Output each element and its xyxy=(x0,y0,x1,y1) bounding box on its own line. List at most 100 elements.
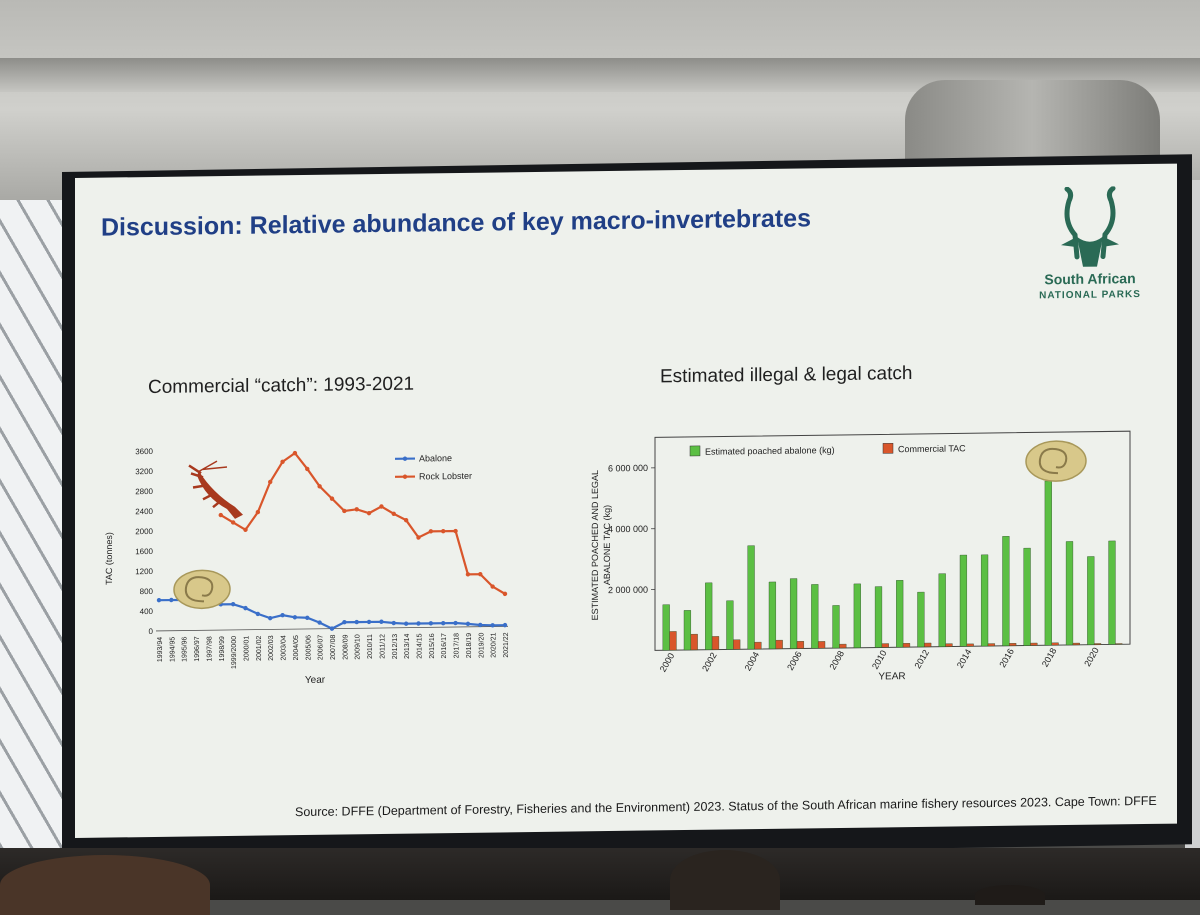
y-axis-label: TAC (tonnes) xyxy=(104,532,114,585)
poached-bar xyxy=(854,584,861,648)
poached-bar xyxy=(981,555,988,646)
x-tick-label: 2012/13 xyxy=(392,634,399,660)
commercial-tac-bar xyxy=(924,643,931,647)
poached-bar xyxy=(811,584,818,648)
poached-bar xyxy=(875,587,882,648)
poached-bar xyxy=(918,592,925,647)
x-tick-label: 2008 xyxy=(827,649,846,671)
x-tick-label: 1998/99 xyxy=(219,636,226,662)
y-axis-label: ESTIMATED POACHED AND LEGAL xyxy=(590,470,600,620)
commercial-tac-bar xyxy=(691,634,698,650)
x-tick-label: 2000 xyxy=(658,651,677,673)
x-tick-label: 2001/02 xyxy=(256,635,263,661)
y-tick-label: 1600 xyxy=(135,547,153,556)
right-chart-subtitle: Estimated illegal & legal catch xyxy=(660,363,912,388)
poached-bar xyxy=(684,610,691,650)
commercial-tac-bar xyxy=(712,636,719,649)
x-tick-label: 2014/15 xyxy=(417,633,424,659)
commercial-tac-bar xyxy=(967,644,974,646)
audience-head xyxy=(670,850,780,910)
data-point xyxy=(169,598,173,602)
x-tick-label: 2002/03 xyxy=(268,635,275,661)
x-tick-label: 2007/08 xyxy=(330,634,337,660)
x-tick-label: 2020 xyxy=(1082,646,1101,668)
x-axis-label: YEAR xyxy=(878,671,905,682)
commercial-tac-bar xyxy=(946,644,953,647)
data-point xyxy=(280,460,284,464)
commercial-tac-bar xyxy=(797,641,804,648)
x-tick-label: 2016 xyxy=(997,647,1016,669)
kudu-logo-icon xyxy=(1015,186,1165,272)
x-tick-label: 2012 xyxy=(912,648,931,670)
data-point xyxy=(157,598,161,602)
x-tick-label: 2000/01 xyxy=(244,636,251,662)
x-tick-label: 2019/20 xyxy=(478,633,485,659)
x-tick-label: 1994/95 xyxy=(169,637,176,663)
commercial-tac-bar xyxy=(882,644,889,648)
logo-name: South African xyxy=(1015,270,1165,288)
y-tick-label: 3600 xyxy=(135,447,153,456)
x-tick-label: 1995/96 xyxy=(182,636,189,662)
poached-bar xyxy=(748,546,755,650)
legend-swatch xyxy=(690,446,700,456)
abalone-shell-illustration-icon xyxy=(174,570,230,609)
data-point xyxy=(280,613,284,617)
data-point xyxy=(429,529,433,533)
data-point xyxy=(256,510,260,514)
commercial-tac-bar xyxy=(839,644,846,648)
data-point xyxy=(453,621,457,625)
x-tick-label: 2004/05 xyxy=(293,635,300,661)
y-axis-label-line-2: ABALONE TAC (kg) xyxy=(602,505,612,585)
poached-bar xyxy=(790,579,797,649)
x-tick-label: 2014 xyxy=(955,647,974,669)
y-tick-label: 2400 xyxy=(135,507,153,516)
abalone-shell-illustration-icon xyxy=(1026,441,1086,482)
poached-bar xyxy=(939,574,946,647)
commercial-tac-bar xyxy=(670,631,677,650)
x-tick-label: 2003/04 xyxy=(281,635,288,661)
data-point xyxy=(429,621,433,625)
x-tick-label: 2017/18 xyxy=(454,633,461,659)
logo-subname: NATIONAL PARKS xyxy=(1015,289,1165,302)
legend-label: Commercial TAC xyxy=(898,443,966,454)
x-tick-label: 2016/17 xyxy=(441,633,448,659)
commercial-tac-bar xyxy=(818,641,825,648)
legend-label: Rock Lobster xyxy=(419,471,472,482)
legend-marker xyxy=(403,456,407,460)
poached-bar xyxy=(1087,556,1094,644)
poached-bar xyxy=(896,580,903,647)
y-tick-label: 400 xyxy=(140,607,154,616)
x-tick-label: 2002 xyxy=(700,651,719,673)
poached-bar xyxy=(727,601,734,650)
poached-bar xyxy=(769,582,776,649)
poached-bar xyxy=(1045,481,1052,645)
data-point xyxy=(342,620,346,624)
x-tick-label: 1999/2000 xyxy=(231,636,238,669)
commercial-tac-bar xyxy=(903,643,910,647)
commercial-tac-bar xyxy=(776,640,783,649)
data-point xyxy=(367,620,371,624)
x-tick-label: 1997/98 xyxy=(206,636,213,662)
source-citation: Source: DFFE (Department of Forestry, Fi… xyxy=(295,794,1155,819)
y-tick-label: 2000 xyxy=(135,527,153,536)
commercial-tac-bar xyxy=(1009,643,1016,645)
legend-swatch xyxy=(883,443,893,453)
poached-bar xyxy=(1003,536,1010,646)
x-tick-label: 2008/09 xyxy=(342,634,349,660)
poached-bar xyxy=(960,555,967,646)
x-tick-label: 2004 xyxy=(743,650,762,672)
poached-bar xyxy=(1066,541,1073,645)
x-tick-label: 2010/11 xyxy=(367,634,374,659)
y-tick-label: 4 000 000 xyxy=(608,524,648,535)
data-point xyxy=(392,621,396,625)
data-point xyxy=(441,529,445,533)
data-point xyxy=(466,622,470,626)
poached-bar xyxy=(663,605,670,651)
commercial-tac-bar xyxy=(1073,643,1080,645)
audience-head xyxy=(975,885,1045,905)
commercial-tac-bar xyxy=(1115,643,1122,644)
x-tick-label: 2006/07 xyxy=(318,635,325,661)
poached-bar xyxy=(705,583,712,650)
data-point xyxy=(441,621,445,625)
y-tick-label: 0 xyxy=(149,627,154,636)
